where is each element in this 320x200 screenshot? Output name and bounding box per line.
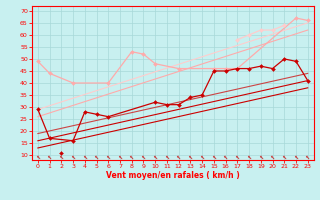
Text: ←: ← bbox=[304, 154, 311, 161]
Text: ←: ← bbox=[93, 154, 100, 161]
Text: ←: ← bbox=[175, 154, 182, 161]
Text: ←: ← bbox=[140, 154, 147, 161]
Text: ←: ← bbox=[292, 154, 300, 161]
Text: ←: ← bbox=[187, 154, 194, 161]
Text: ←: ← bbox=[105, 154, 112, 161]
Text: ←: ← bbox=[211, 154, 217, 161]
Text: ←: ← bbox=[128, 154, 135, 161]
Text: ←: ← bbox=[222, 154, 229, 161]
Text: ←: ← bbox=[70, 154, 76, 161]
Text: ←: ← bbox=[116, 154, 124, 161]
Text: ←: ← bbox=[164, 154, 170, 161]
Text: ←: ← bbox=[257, 154, 264, 161]
Text: ←: ← bbox=[199, 154, 205, 161]
Text: ←: ← bbox=[281, 154, 288, 161]
Text: ←: ← bbox=[152, 154, 159, 161]
Text: ←: ← bbox=[46, 154, 53, 161]
Text: ←: ← bbox=[269, 154, 276, 161]
Text: ←: ← bbox=[35, 154, 41, 161]
Text: ←: ← bbox=[234, 154, 241, 161]
X-axis label: Vent moyen/en rafales ( km/h ): Vent moyen/en rafales ( km/h ) bbox=[106, 171, 240, 180]
Text: ←: ← bbox=[246, 154, 252, 161]
Text: ←: ← bbox=[81, 154, 88, 161]
Text: ←: ← bbox=[58, 154, 65, 161]
